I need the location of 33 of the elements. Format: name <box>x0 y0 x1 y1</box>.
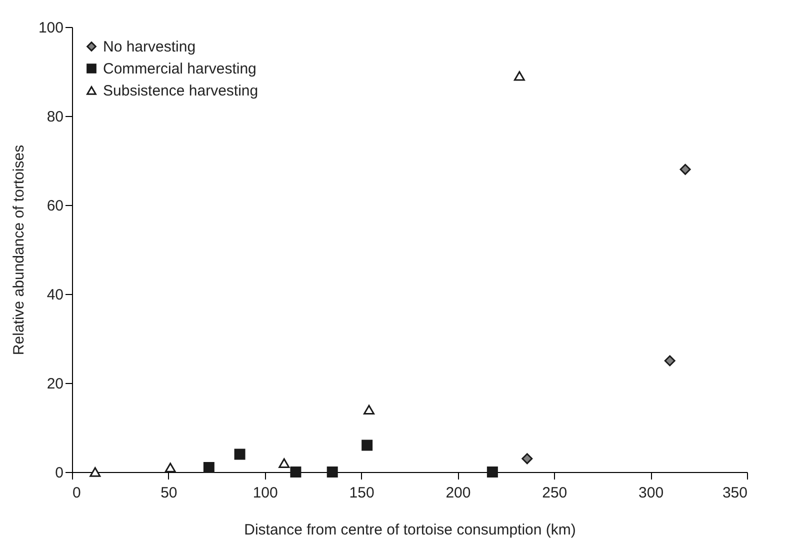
x-tick-label: 350 <box>722 484 748 502</box>
y-tick-label: 40 <box>46 286 64 304</box>
point <box>680 164 691 175</box>
legend-label: Commercial harvesting <box>103 60 256 78</box>
y-tick-label: 100 <box>38 20 64 36</box>
x-tick-label: 50 <box>160 484 178 502</box>
x-tick-label: 100 <box>252 484 278 502</box>
y-tick-label: 80 <box>46 108 64 126</box>
point <box>514 71 525 81</box>
point <box>90 467 101 477</box>
point <box>278 458 290 468</box>
point <box>234 448 246 460</box>
y-tick-label: 60 <box>46 198 64 214</box>
x-tick-label: 0 <box>72 484 81 502</box>
x-axis-title: Distance from centre of tortoise consumption (km) <box>244 522 576 538</box>
point <box>364 404 374 415</box>
legend-label: Subsistence harvesting <box>103 82 258 100</box>
point <box>203 462 214 474</box>
x-tick-label: 250 <box>542 484 568 502</box>
point <box>362 440 373 451</box>
y-tick-label: 20 <box>46 376 64 392</box>
point <box>326 466 338 478</box>
x-tick-label: 300 <box>638 484 664 502</box>
legend-label: No harvesting <box>103 38 196 56</box>
point <box>522 453 533 464</box>
point <box>290 466 302 478</box>
y-tick-label: 0 <box>55 464 64 482</box>
x-tick-label: 150 <box>349 484 374 502</box>
point <box>664 355 676 366</box>
point <box>164 462 176 472</box>
point <box>486 466 498 478</box>
y-axis-title: Relative abundance of tortoises <box>10 144 28 356</box>
x-tick-label: 200 <box>446 484 471 502</box>
